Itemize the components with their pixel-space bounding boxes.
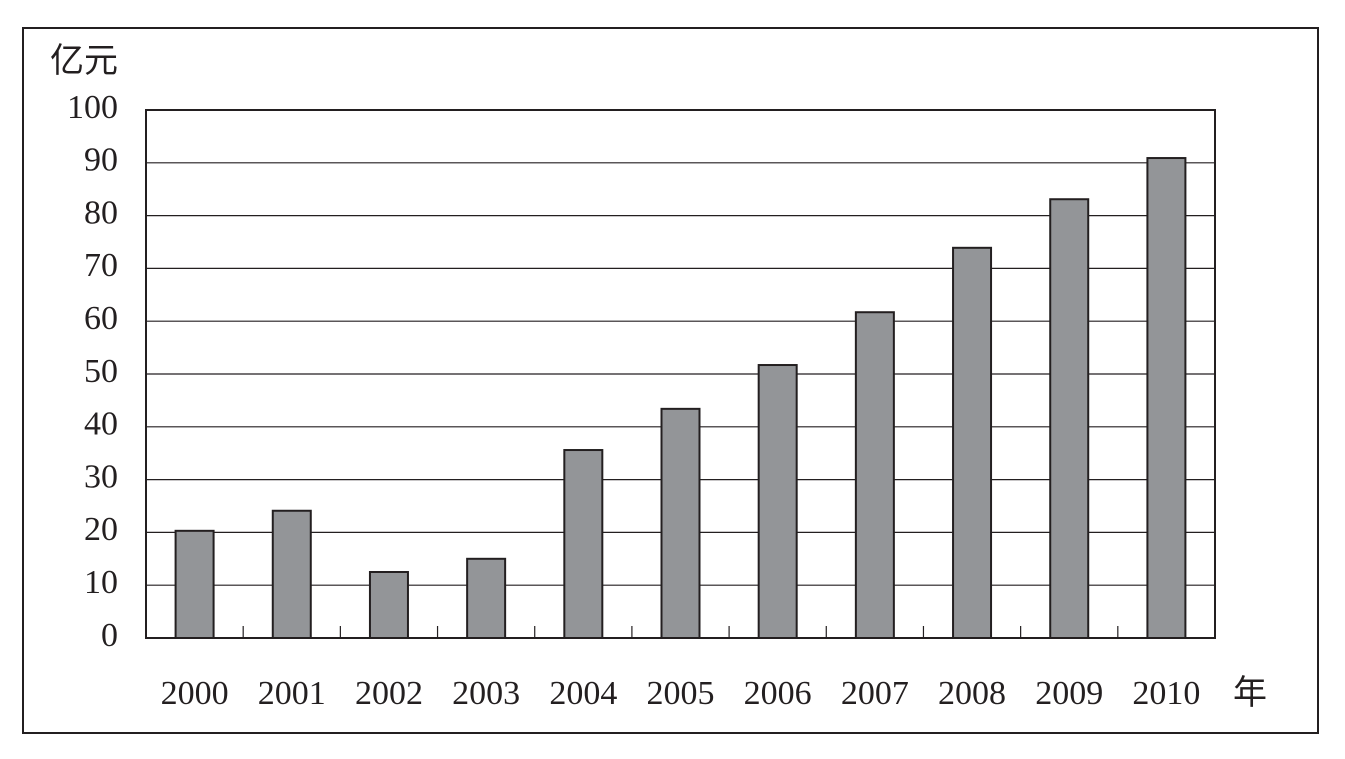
y-tick-label: 80 [84, 194, 118, 231]
bar [563, 449, 604, 640]
y-tick-label: 70 [84, 247, 118, 284]
bar [757, 364, 798, 639]
x-tick-label: 2001 [258, 675, 326, 712]
x-tick-label: 2009 [1035, 675, 1103, 712]
x-axis-label: 年 [1233, 674, 1267, 712]
y-tick-label: 0 [101, 617, 118, 654]
x-tick-label: 2002 [355, 675, 423, 712]
y-tick-label: 20 [84, 511, 118, 548]
x-tick-label: 2004 [549, 675, 617, 712]
y-tick-label: 60 [84, 300, 118, 337]
bar [1049, 198, 1090, 639]
bar [368, 571, 409, 639]
x-tick-label: 2005 [647, 675, 715, 712]
x-tick-label: 2007 [841, 675, 909, 712]
x-tick-label: 2006 [744, 675, 812, 712]
bar [952, 246, 993, 639]
y-tick-label: 100 [67, 89, 118, 126]
bar [271, 509, 312, 640]
y-tick-label: 10 [84, 564, 118, 601]
bar [1146, 157, 1187, 639]
x-tick-label: 2003 [452, 675, 520, 712]
y-tick-label: 30 [84, 458, 118, 495]
x-tick-label: 2000 [161, 675, 229, 712]
bar [854, 311, 895, 639]
y-tick-label: 90 [84, 142, 118, 179]
bar [660, 407, 701, 639]
x-tick-label: 2008 [938, 675, 1006, 712]
y-tick-label: 40 [84, 406, 118, 443]
x-tick-label: 2010 [1132, 675, 1200, 712]
y-tick-label: 50 [84, 353, 118, 390]
y-axis-label: 亿元 [50, 42, 118, 80]
frame [22, 27, 1319, 734]
bar [174, 529, 215, 639]
bar [466, 557, 507, 639]
